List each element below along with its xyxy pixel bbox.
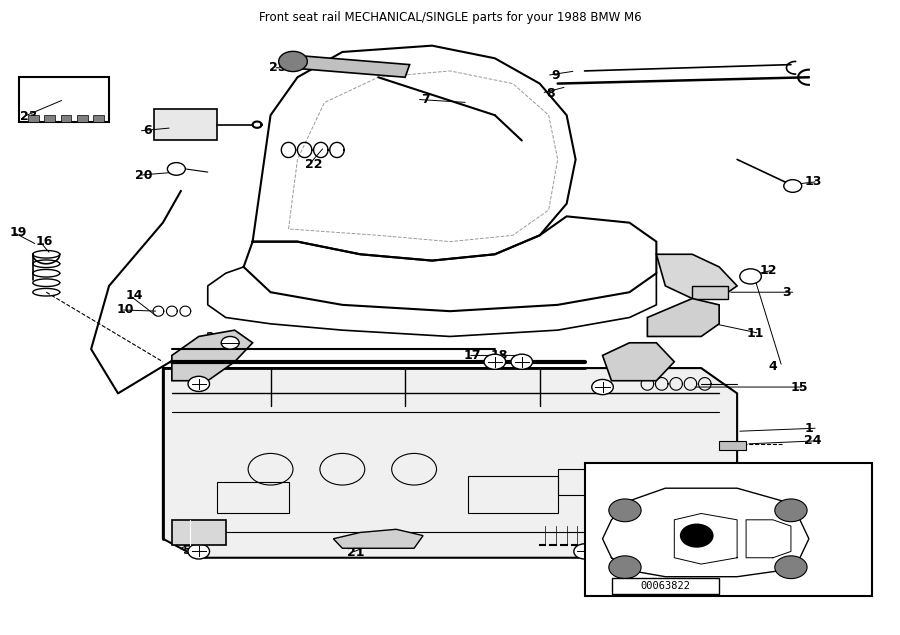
Circle shape: [188, 377, 210, 391]
Text: 17: 17: [464, 349, 482, 362]
Circle shape: [680, 525, 713, 547]
Circle shape: [574, 544, 596, 559]
Polygon shape: [289, 55, 410, 77]
Bar: [93, 115, 104, 121]
Text: 4: 4: [769, 360, 778, 373]
Polygon shape: [163, 368, 737, 558]
Text: 9: 9: [552, 69, 561, 82]
Bar: [558, 469, 611, 495]
Text: 19: 19: [9, 225, 26, 239]
Text: 16: 16: [36, 235, 53, 248]
Text: 18: 18: [491, 349, 508, 362]
Bar: [217, 482, 289, 514]
Text: 14: 14: [126, 289, 143, 302]
Text: 13: 13: [805, 175, 822, 188]
Bar: [172, 520, 226, 545]
Circle shape: [740, 269, 761, 284]
Text: 24: 24: [805, 434, 822, 447]
Bar: [44, 115, 55, 121]
Bar: [719, 441, 746, 450]
Bar: [76, 115, 87, 121]
Text: 21: 21: [347, 546, 365, 559]
Bar: [468, 476, 558, 514]
Text: Front seat rail MECHANICAL/SINGLE parts for your 1988 BMW M6: Front seat rail MECHANICAL/SINGLE parts …: [258, 11, 642, 24]
Bar: [28, 115, 39, 121]
Bar: [692, 286, 728, 298]
Bar: [19, 77, 109, 121]
Circle shape: [279, 51, 307, 72]
Text: 12: 12: [760, 264, 777, 277]
Bar: [60, 115, 71, 121]
Circle shape: [511, 354, 533, 370]
Text: 10: 10: [117, 304, 134, 316]
Text: 2: 2: [206, 331, 215, 344]
Bar: [154, 109, 217, 140]
Polygon shape: [172, 330, 253, 381]
Text: 3: 3: [782, 286, 790, 298]
Polygon shape: [647, 298, 719, 337]
Circle shape: [592, 380, 613, 394]
Text: 7: 7: [421, 93, 430, 106]
Text: 15: 15: [791, 380, 808, 394]
Text: 6: 6: [143, 124, 152, 138]
Polygon shape: [656, 254, 737, 298]
Text: 22: 22: [305, 158, 322, 171]
Circle shape: [188, 544, 210, 559]
Circle shape: [221, 337, 239, 349]
Text: 11: 11: [746, 327, 763, 340]
Polygon shape: [333, 530, 423, 548]
Circle shape: [608, 499, 641, 522]
Text: 25: 25: [269, 61, 287, 74]
Circle shape: [484, 354, 506, 370]
Text: 8: 8: [546, 86, 555, 100]
Text: 20: 20: [135, 169, 152, 182]
Polygon shape: [602, 343, 674, 381]
Text: 5: 5: [183, 544, 192, 557]
Bar: [585, 463, 872, 596]
Circle shape: [784, 180, 802, 192]
Circle shape: [608, 556, 641, 578]
Text: 1: 1: [805, 422, 814, 434]
Circle shape: [775, 556, 807, 578]
Circle shape: [775, 499, 807, 522]
Bar: [611, 578, 719, 594]
Text: 00063822: 00063822: [640, 580, 690, 591]
Text: 23: 23: [20, 110, 37, 123]
Circle shape: [167, 163, 185, 175]
